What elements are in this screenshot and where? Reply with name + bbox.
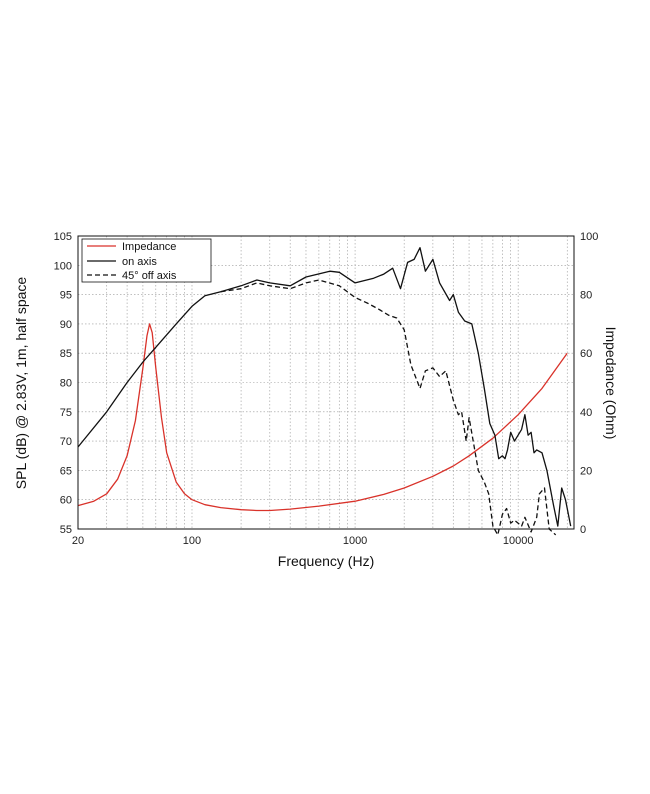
y-tick-label: 90: [60, 319, 72, 331]
y-tick-label: 55: [60, 524, 72, 536]
grid: [78, 236, 574, 529]
series-layer: [77, 247, 572, 536]
y2-tick-label: 40: [580, 407, 592, 419]
y-tick-label: 75: [60, 407, 72, 419]
y2-axis-label: Impedance (Ohm): [603, 327, 619, 440]
series-line-1: [77, 247, 572, 527]
x-tick-label: 10000: [503, 535, 534, 547]
y2-tick-label: 100: [580, 231, 598, 243]
y-tick-label: 85: [60, 348, 72, 360]
y-tick-label: 100: [54, 260, 72, 272]
y-axis-label: SPL (dB) @ 2.83V, 1m, half space: [13, 277, 29, 490]
x-tick-label: 1000: [343, 535, 367, 547]
y-tick-label: 60: [60, 495, 72, 507]
legend-label-on-axis: on axis: [122, 256, 157, 268]
series-line-0: [77, 323, 568, 512]
x-tick-label: 20: [72, 535, 84, 547]
y2-tick-label: 0: [580, 524, 586, 536]
plot-frame: [77, 235, 575, 530]
y-tick-label: 80: [60, 378, 72, 390]
x-tick-label: 100: [183, 535, 201, 547]
y2-tick-label: 20: [580, 465, 592, 477]
series-line-2: [220, 279, 557, 536]
y-tick-label: 70: [60, 436, 72, 448]
legend-label-off-axis: 45° off axis: [122, 270, 177, 282]
legend: Impedance on axis 45° off axis: [81, 238, 212, 283]
y-tick-label: 95: [60, 290, 72, 302]
y2-tick-label: 80: [580, 290, 592, 302]
x-axis-label: Frequency (Hz): [278, 553, 374, 569]
legend-label-impedance: Impedance: [122, 241, 176, 253]
y-tick-label: 105: [54, 231, 72, 243]
y2-tick-label: 60: [580, 348, 592, 360]
y-tick-label: 65: [60, 465, 72, 477]
tick-labels: 55 60 65 70 75 80 85 90 95 100 105 0 20 40 60 80 100 20 10…: [54, 231, 599, 547]
